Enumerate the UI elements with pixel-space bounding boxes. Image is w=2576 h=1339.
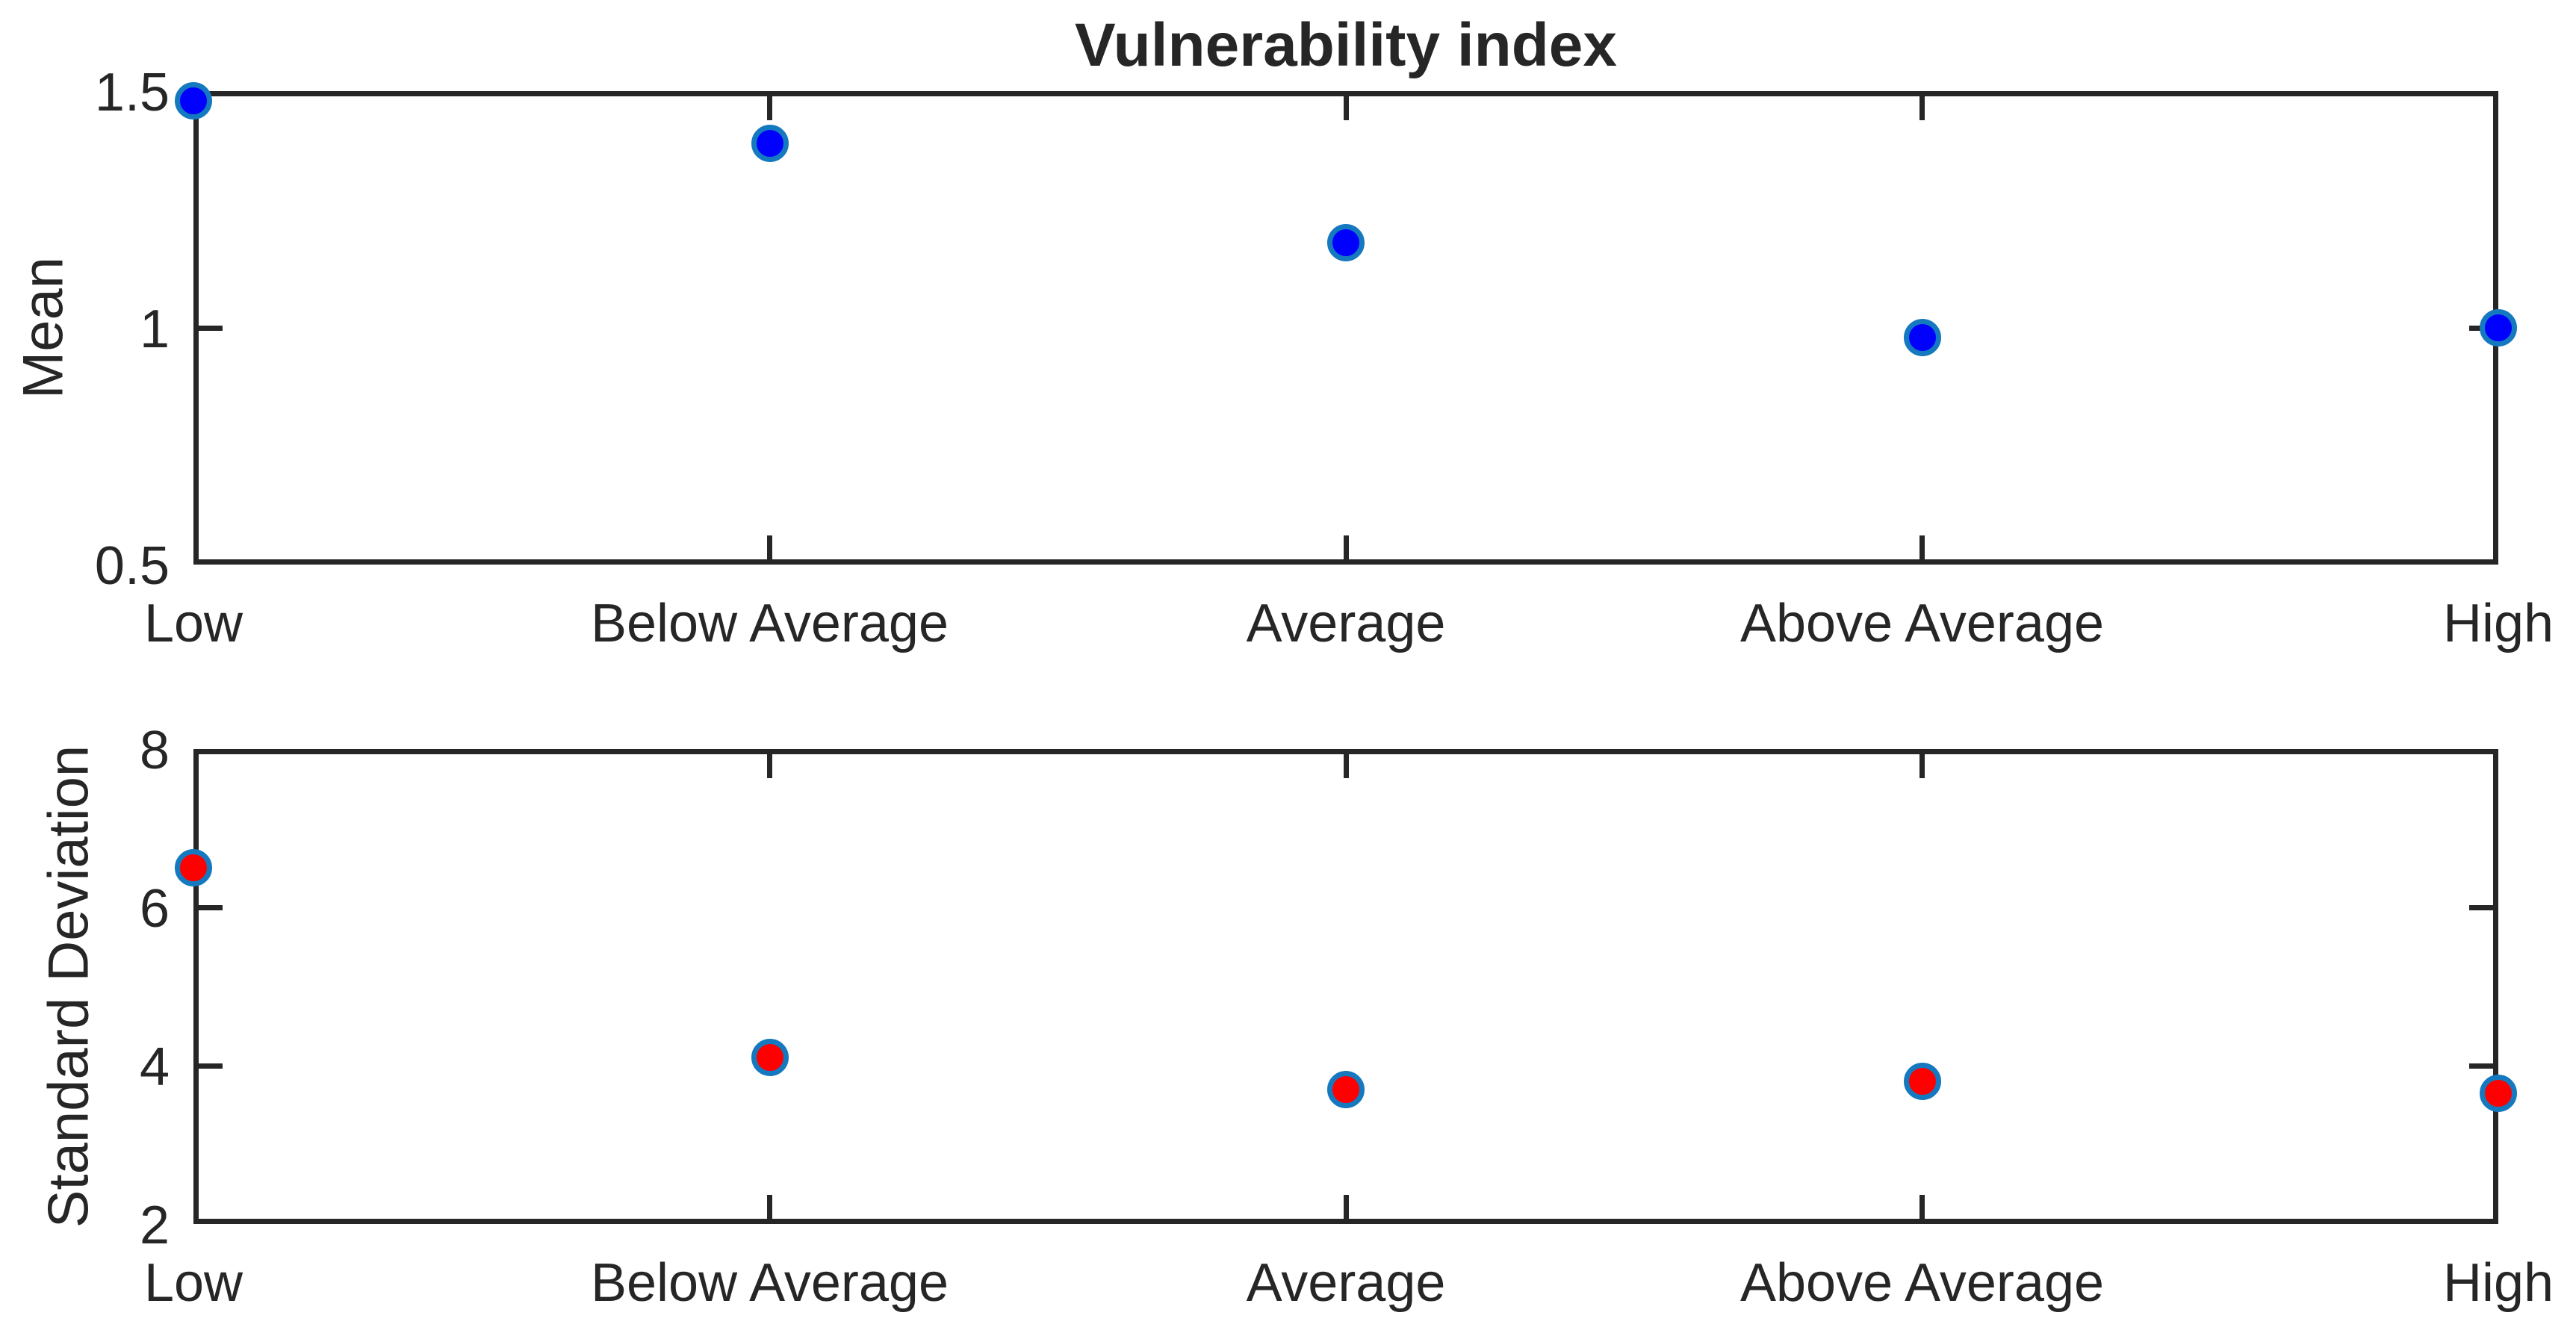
y-axis-label-standard-deviation: Standard Deviation <box>37 745 101 1228</box>
x-tick-bottom <box>767 535 772 559</box>
x-tick-label: Low <box>143 594 243 653</box>
x-tick-label: Below Average <box>590 1253 949 1313</box>
mean-plot-box <box>193 91 2498 565</box>
data-point-above-average <box>1903 1063 1941 1101</box>
std-plot-box <box>193 749 2498 1224</box>
y-tick-label: 8 <box>139 721 170 780</box>
x-tick-label: Below Average <box>590 594 949 653</box>
y-tick-label: 0.5 <box>94 536 170 596</box>
data-point-below-average <box>751 1039 789 1077</box>
data-point-below-average <box>751 124 789 162</box>
data-point-average <box>1327 223 1365 261</box>
x-tick-top <box>1343 754 1349 778</box>
y-tick-right <box>2469 1063 2493 1069</box>
data-point-low <box>175 81 212 119</box>
y-tick-label: 1.5 <box>94 63 170 122</box>
data-point-above-average <box>1903 318 1941 356</box>
data-point-average <box>1327 1070 1365 1108</box>
x-tick-bottom <box>1343 535 1349 559</box>
y-tick-label: 2 <box>139 1196 170 1255</box>
x-tick-top <box>767 96 772 120</box>
data-point-high <box>2480 309 2517 347</box>
y-tick-right <box>2469 904 2493 910</box>
y-tick-left <box>199 904 223 910</box>
x-tick-label: Above Average <box>1739 1253 2105 1313</box>
data-point-high <box>2480 1075 2517 1113</box>
x-tick-label: High <box>2442 594 2554 653</box>
data-point-low <box>175 849 212 886</box>
figure-title: Vulnerability index <box>1074 11 1618 79</box>
x-tick-label: Low <box>143 1253 243 1313</box>
x-tick-bottom <box>767 1195 772 1219</box>
x-tick-bottom <box>1343 1195 1349 1219</box>
x-tick-top <box>1343 96 1349 120</box>
x-tick-top <box>767 754 772 778</box>
x-tick-bottom <box>1919 535 1925 559</box>
x-tick-bottom <box>1919 1195 1925 1219</box>
y-tick-left <box>199 1063 223 1069</box>
x-tick-top <box>1919 754 1925 778</box>
x-tick-top <box>1919 96 1925 120</box>
x-tick-label: Above Average <box>1739 594 2105 653</box>
y-tick-left <box>199 325 223 331</box>
y-tick-label: 1 <box>139 299 170 359</box>
x-tick-label: High <box>2442 1253 2554 1313</box>
y-tick-label: 4 <box>139 1037 170 1097</box>
x-tick-label: Average <box>1246 594 1446 653</box>
y-tick-label: 6 <box>139 879 170 939</box>
x-tick-label: Average <box>1246 1253 1446 1313</box>
